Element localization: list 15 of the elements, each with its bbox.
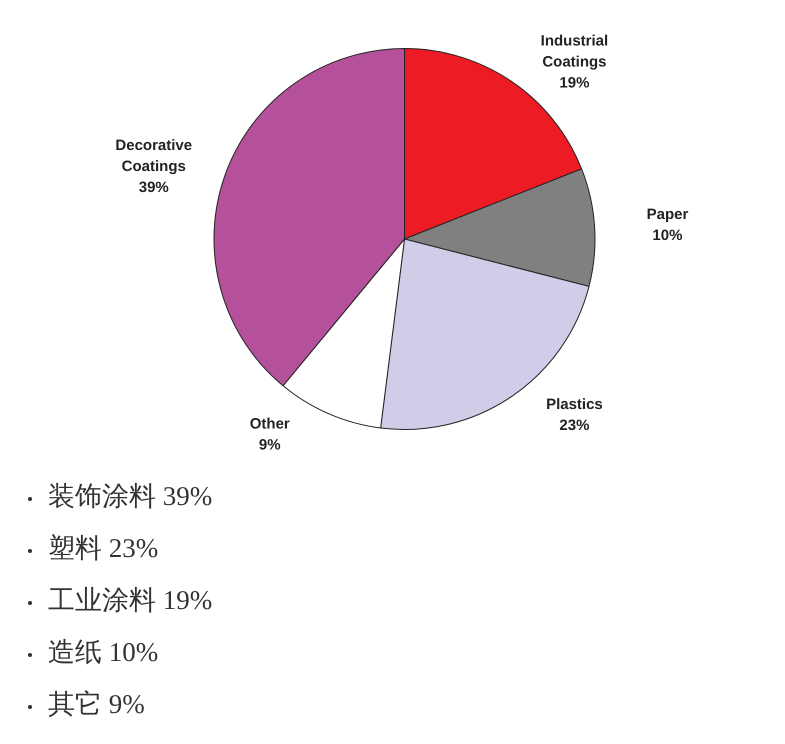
slice-label: Decorative Coatings: [115, 136, 192, 175]
slice-label: Other: [250, 415, 290, 432]
data-label: 10%: [652, 227, 682, 244]
text: 塑料 23%: [48, 533, 158, 563]
data-label: 39%: [138, 178, 169, 196]
text: 工业涂料 19%: [48, 585, 212, 615]
text: 造纸 10%: [48, 637, 158, 667]
text: 其它 9%: [48, 689, 145, 719]
slice-label: Industrial Coatings: [540, 32, 608, 71]
text: 装饰涂料 39%: [48, 481, 212, 511]
data-label: 9%: [258, 436, 281, 454]
data-label: 23%: [559, 417, 590, 434]
slice-label: Paper: [646, 206, 688, 224]
slice-label: Plastics: [546, 396, 603, 414]
data-label: 19%: [559, 74, 590, 92]
